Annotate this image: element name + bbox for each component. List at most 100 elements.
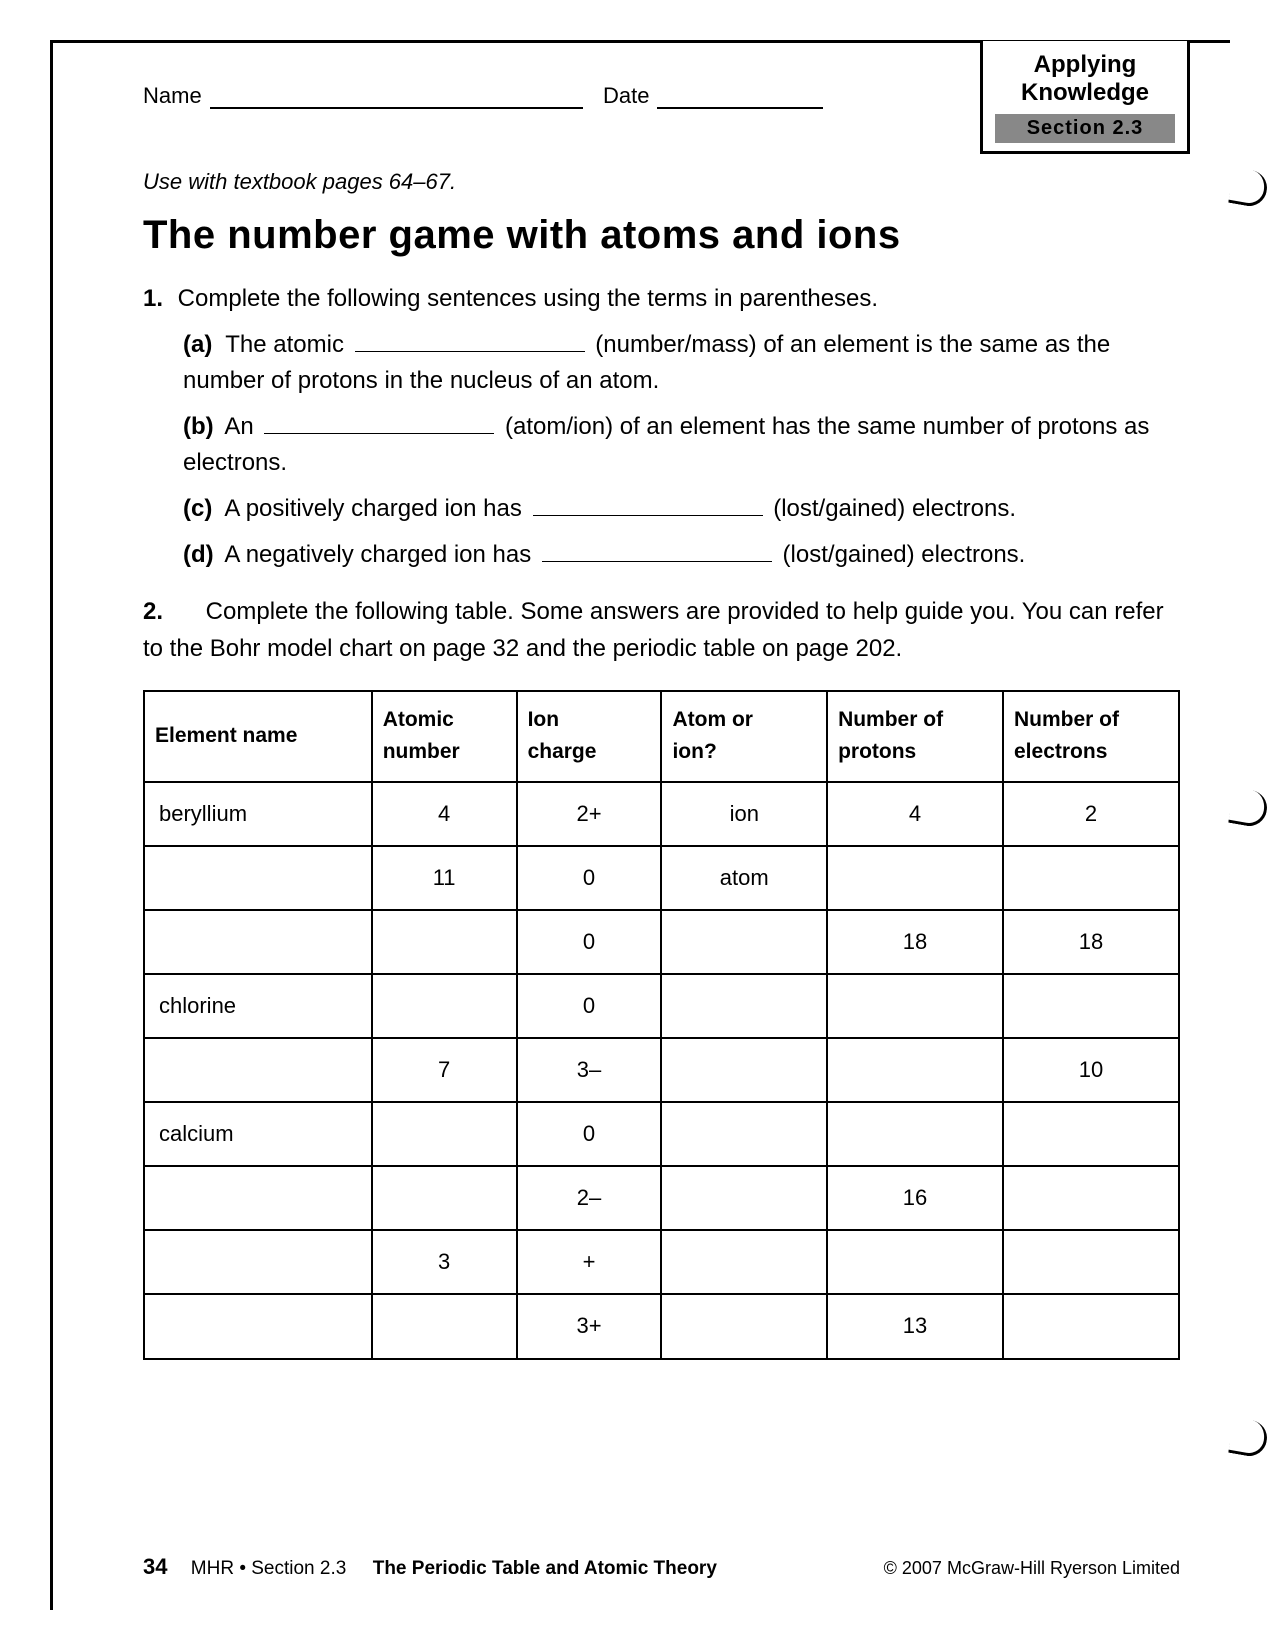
q1c-blank[interactable] bbox=[533, 498, 763, 516]
q1d-pre: A negatively charged ion has bbox=[224, 541, 538, 568]
table-header-cell: Atom orion? bbox=[661, 691, 827, 782]
table-cell[interactable] bbox=[144, 910, 372, 974]
name-field: Name bbox=[143, 83, 583, 109]
table-header-cell: Ioncharge bbox=[517, 691, 662, 782]
table-cell[interactable] bbox=[827, 846, 1003, 910]
table-header-cell: Number ofprotons bbox=[827, 691, 1003, 782]
table-cell[interactable] bbox=[144, 1294, 372, 1358]
table-cell: + bbox=[517, 1230, 662, 1294]
table-cell[interactable] bbox=[372, 1166, 517, 1230]
q1-item-a: (a) The atomic (number/mass) of an eleme… bbox=[183, 327, 1180, 399]
q1c-label: (c) bbox=[183, 491, 219, 527]
table-cell[interactable] bbox=[1003, 1294, 1179, 1358]
table-cell: chlorine bbox=[144, 974, 372, 1038]
table-cell[interactable] bbox=[661, 974, 827, 1038]
table-row: 3+ 13 bbox=[144, 1294, 1179, 1358]
table-cell[interactable] bbox=[144, 1038, 372, 1102]
table-cell[interactable] bbox=[1003, 1166, 1179, 1230]
spiral-binding-icon bbox=[1228, 1417, 1270, 1459]
table-cell[interactable] bbox=[372, 910, 517, 974]
table-cell: 16 bbox=[827, 1166, 1003, 1230]
q1b-pre: An bbox=[224, 413, 260, 440]
table-cell[interactable] bbox=[1003, 974, 1179, 1038]
table-cell: 0 bbox=[517, 910, 662, 974]
table-cell: 2– bbox=[517, 1166, 662, 1230]
table-cell[interactable] bbox=[1003, 846, 1179, 910]
table-cell: ion bbox=[661, 782, 827, 846]
table-cell: 11 bbox=[372, 846, 517, 910]
table-cell: 2 bbox=[1003, 782, 1179, 846]
page-footer: 34 MHR • Section 2.3 The Periodic Table … bbox=[143, 1554, 1180, 1580]
table-cell[interactable] bbox=[827, 1038, 1003, 1102]
q1d-blank[interactable] bbox=[542, 544, 772, 562]
table-cell[interactable] bbox=[144, 846, 372, 910]
date-label: Date bbox=[603, 83, 649, 109]
table-cell[interactable] bbox=[372, 974, 517, 1038]
table-cell[interactable] bbox=[661, 1230, 827, 1294]
page-title: The number game with atoms and ions bbox=[143, 213, 1180, 258]
date-input-line[interactable] bbox=[657, 87, 823, 109]
footer-copyright: © 2007 McGraw-Hill Ryerson Limited bbox=[884, 1558, 1180, 1579]
table-cell: 13 bbox=[827, 1294, 1003, 1358]
table-cell[interactable] bbox=[827, 1102, 1003, 1166]
footer-section-prefix: MHR • Section 2.3 bbox=[191, 1558, 347, 1579]
table-cell[interactable] bbox=[661, 1294, 827, 1358]
table-header-cell: Element name bbox=[144, 691, 372, 782]
q1b-label: (b) bbox=[183, 409, 219, 445]
q2-prompt: Complete the following table. Some answe… bbox=[143, 598, 1164, 662]
table-row: 73–10 bbox=[144, 1038, 1179, 1102]
footer-section: MHR • Section 2.3 The Periodic Table and… bbox=[191, 1558, 717, 1579]
question-1: 1. Complete the following sentences usin… bbox=[143, 280, 1180, 573]
worksheet-page: Name Date Applying Knowledge Section 2.3… bbox=[50, 40, 1230, 1610]
table-cell: 10 bbox=[1003, 1038, 1179, 1102]
q1-item-c: (c) A positively charged ion has (lost/g… bbox=[183, 491, 1180, 527]
instruction-text: Use with textbook pages 64–67. bbox=[143, 169, 1180, 195]
q1a-blank[interactable] bbox=[355, 334, 585, 352]
q1-sublist: (a) The atomic (number/mass) of an eleme… bbox=[183, 327, 1180, 573]
table-cell[interactable] bbox=[144, 1230, 372, 1294]
badge-line2: Knowledge bbox=[995, 79, 1175, 107]
q1-number: 1. bbox=[143, 280, 171, 317]
table-row: 2– 16 bbox=[144, 1166, 1179, 1230]
table-header-cell: Number ofelectrons bbox=[1003, 691, 1179, 782]
table-cell[interactable] bbox=[372, 1294, 517, 1358]
q1d-label: (d) bbox=[183, 537, 219, 573]
table-cell[interactable] bbox=[1003, 1102, 1179, 1166]
spiral-binding-icon bbox=[1228, 167, 1270, 209]
table-cell: 0 bbox=[517, 846, 662, 910]
table-header-row: Element nameAtomicnumberIonchargeAtom or… bbox=[144, 691, 1179, 782]
table-cell: 18 bbox=[827, 910, 1003, 974]
page-number: 34 bbox=[143, 1554, 167, 1579]
table-row: 01818 bbox=[144, 910, 1179, 974]
q1b-blank[interactable] bbox=[264, 416, 494, 434]
table-cell[interactable] bbox=[661, 1038, 827, 1102]
name-input-line[interactable] bbox=[210, 87, 583, 109]
table-cell: calcium bbox=[144, 1102, 372, 1166]
badge-line1: Applying bbox=[995, 51, 1175, 79]
question-2: 2. Complete the following table. Some an… bbox=[143, 593, 1180, 1359]
table-cell[interactable] bbox=[827, 974, 1003, 1038]
table-cell[interactable] bbox=[827, 1230, 1003, 1294]
table-cell[interactable] bbox=[1003, 1230, 1179, 1294]
table-row: beryllium42+ion42 bbox=[144, 782, 1179, 846]
header-row: Name Date Applying Knowledge Section 2.3 bbox=[143, 83, 1180, 109]
table-cell: 4 bbox=[372, 782, 517, 846]
table-row: 3+ bbox=[144, 1230, 1179, 1294]
table-cell[interactable] bbox=[661, 910, 827, 974]
table-cell: 3– bbox=[517, 1038, 662, 1102]
table-body: beryllium42+ion42110atom01818chlorine073… bbox=[144, 782, 1179, 1359]
category-badge: Applying Knowledge Section 2.3 bbox=[980, 41, 1190, 154]
table-cell[interactable] bbox=[372, 1102, 517, 1166]
table-cell[interactable] bbox=[144, 1166, 372, 1230]
table-cell: 3+ bbox=[517, 1294, 662, 1358]
table-row: calcium0 bbox=[144, 1102, 1179, 1166]
table-cell: 0 bbox=[517, 974, 662, 1038]
table-row: 110atom bbox=[144, 846, 1179, 910]
table-cell: 2+ bbox=[517, 782, 662, 846]
table-cell: 3 bbox=[372, 1230, 517, 1294]
q1-item-b: (b) An (atom/ion) of an element has the … bbox=[183, 409, 1180, 481]
table-cell[interactable] bbox=[661, 1102, 827, 1166]
badge-section: Section 2.3 bbox=[995, 114, 1175, 143]
table-cell[interactable] bbox=[661, 1166, 827, 1230]
table-row: chlorine 0 bbox=[144, 974, 1179, 1038]
